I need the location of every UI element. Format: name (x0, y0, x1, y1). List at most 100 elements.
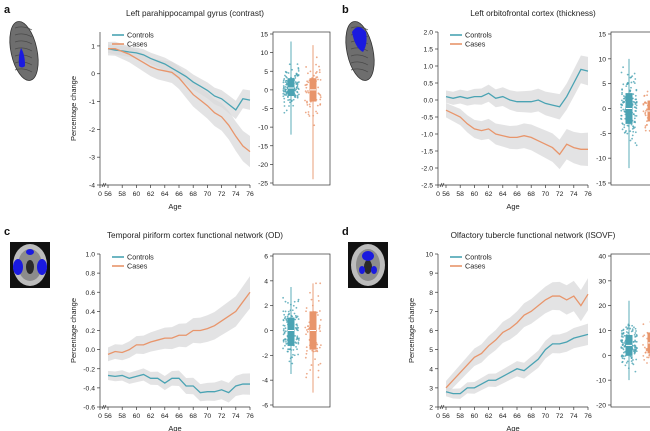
strip-point-cases (318, 326, 321, 329)
brain-sulcus (350, 54, 369, 59)
x-tick-label: 74 (570, 191, 578, 198)
legend-label: Controls (127, 253, 154, 262)
strip-point-cases (305, 86, 308, 89)
brain-region-highlight (359, 266, 365, 274)
strip-point-cases (307, 91, 310, 94)
strip-point-controls (284, 81, 287, 84)
y-tick-label: 10 (425, 252, 433, 259)
strip-point-cases (317, 78, 319, 81)
strip-y-tick-label: 0 (264, 87, 268, 94)
strip-point-controls (283, 332, 286, 335)
strip-box-controls (287, 317, 295, 346)
strip-point-cases (310, 364, 313, 366)
strip-point-cases (318, 69, 321, 71)
y-tick-label: -1 (89, 99, 95, 106)
strip-plot-frame (272, 253, 331, 408)
y-tick-label: 5 (429, 347, 433, 354)
strip-point-cases (646, 94, 648, 97)
strip-point-cases (317, 363, 320, 366)
strip-point-cases (642, 335, 644, 338)
strip-point-controls (292, 353, 294, 356)
x-tick-label: 66 (513, 413, 521, 420)
strip-box-controls (287, 78, 295, 96)
strip-point-cases (306, 101, 308, 104)
strip-point-controls (621, 357, 624, 360)
x-tick-label: 56 (104, 413, 112, 420)
strip-point-cases (646, 120, 648, 122)
strip-point-controls (285, 71, 288, 74)
x-tick-label: 72 (556, 191, 564, 198)
strip-point-controls (284, 90, 287, 93)
strip-point-cases (304, 326, 307, 329)
strip-point-controls (288, 63, 291, 66)
strip-point-cases (317, 314, 319, 316)
strip-point-cases (642, 323, 645, 326)
strip-point-cases (315, 76, 318, 79)
strip-point-cases (310, 298, 313, 301)
strip-point-controls (623, 123, 626, 126)
x-tick-label: 58 (456, 191, 464, 198)
strip-point-controls (620, 117, 622, 120)
strip-point-cases (643, 334, 646, 337)
strip-point-controls (296, 327, 299, 329)
strip-point-controls (285, 83, 288, 86)
strip-point-cases (307, 72, 309, 75)
strip-point-controls (622, 83, 625, 86)
series-line-controls (445, 333, 589, 395)
strip-point-controls (634, 327, 637, 330)
x-tick-label: 74 (570, 413, 578, 420)
strip-y-tick-label: -4 (262, 378, 268, 385)
x-tick-label: 60 (133, 413, 141, 420)
strip-point-controls (632, 125, 635, 128)
strip-y-tick-label: 2 (264, 303, 268, 310)
x-tick-label: 66 (175, 413, 183, 420)
strip-point-controls (634, 78, 637, 80)
panel-letter: b (342, 4, 349, 16)
strip-point-controls (291, 356, 294, 359)
strip-point-cases (316, 350, 319, 353)
strip-point-cases (319, 98, 322, 101)
strip-point-controls (621, 354, 623, 357)
strip-y-tick-label: -2 (262, 353, 268, 360)
chart-panel-d: d Olfactory tubercle functional network (… (342, 226, 650, 431)
strip-point-controls (282, 87, 285, 90)
strip-point-controls (622, 342, 624, 344)
strip-point-controls (284, 344, 286, 347)
strip-point-controls (623, 342, 626, 344)
strip-point-controls (294, 314, 297, 317)
y-tick-label: 6 (429, 328, 433, 335)
y-tick-label: -0.6 (83, 405, 95, 412)
strip-point-controls (283, 313, 286, 316)
strip-point-cases (644, 114, 647, 117)
strip-point-controls (297, 69, 300, 72)
strip-point-cases (304, 111, 307, 114)
strip-point-controls (624, 364, 627, 367)
strip-point-controls (287, 350, 289, 353)
strip-point-controls (286, 321, 288, 323)
strip-point-cases (644, 101, 646, 104)
strip-point-controls (622, 355, 625, 358)
strip-point-controls (292, 98, 295, 101)
strip-y-tick-label: 15 (260, 32, 268, 39)
x-tick-label: 70 (204, 413, 212, 420)
strip-point-controls (284, 338, 287, 340)
strip-point-controls (294, 327, 297, 329)
x-tick-label: 0 (98, 191, 102, 198)
strip-point-controls (282, 89, 285, 92)
strip-y-tick-label: -5 (262, 106, 268, 113)
strip-point-cases (318, 71, 321, 74)
strip-point-controls (282, 296, 285, 299)
strip-point-controls (622, 66, 625, 69)
strip-y-tick-label: 0 (602, 106, 606, 113)
strip-point-controls (634, 131, 637, 134)
strip-point-cases (306, 103, 309, 106)
y-tick-label: 4 (429, 366, 433, 373)
strip-point-controls (294, 75, 296, 77)
strip-point-controls (285, 109, 288, 112)
strip-point-cases (317, 376, 320, 379)
x-tick-label: 60 (471, 413, 479, 420)
strip-point-cases (315, 63, 317, 66)
strip-point-controls (633, 326, 635, 329)
series-line-cases (107, 291, 251, 356)
strip-point-controls (292, 304, 295, 307)
